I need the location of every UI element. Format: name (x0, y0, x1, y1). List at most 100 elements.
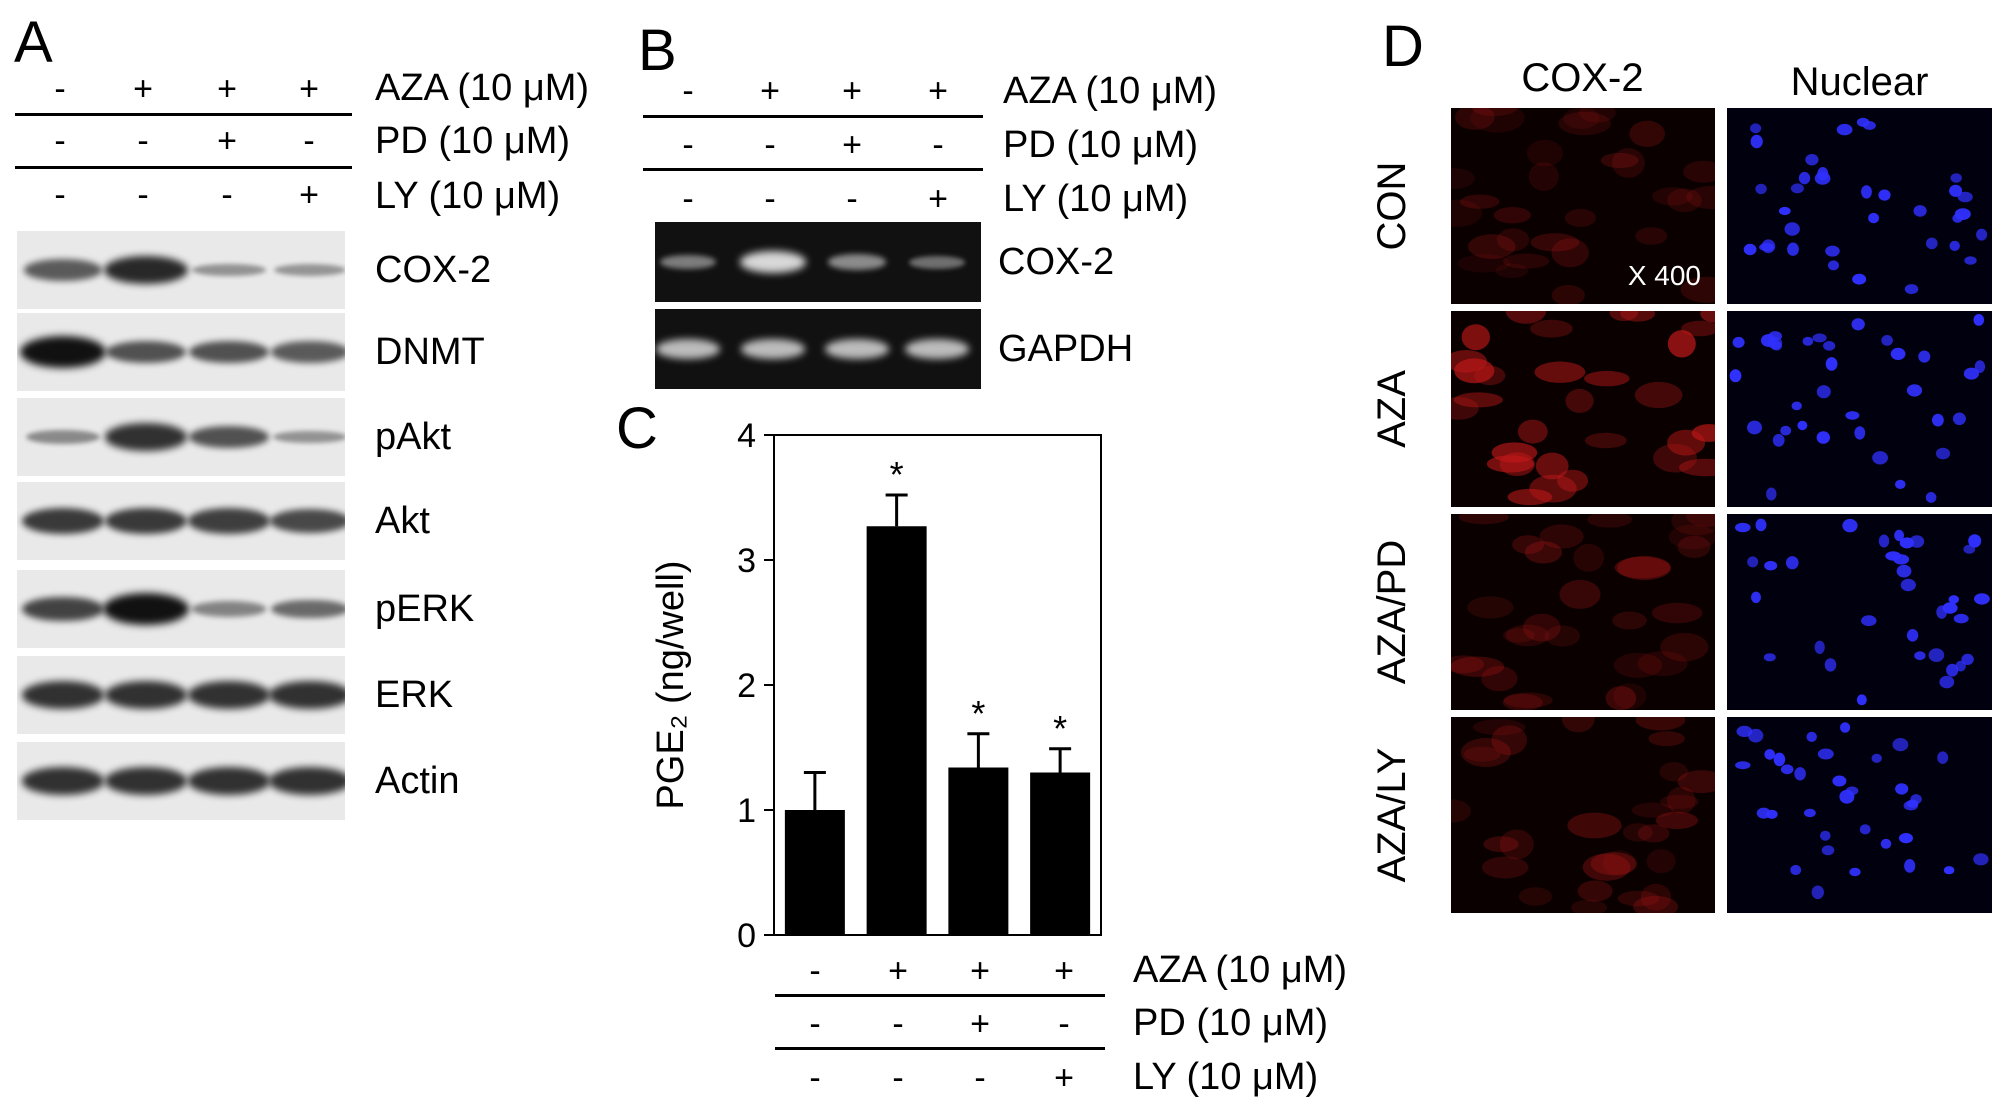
cox2-stained-cell (1602, 850, 1636, 876)
blot-label: Actin (375, 760, 460, 802)
cox2-stained-cell (1677, 770, 1715, 794)
cox2-stained-cell (1612, 611, 1647, 630)
nucleus (1814, 172, 1831, 185)
y-tick-label: 4 (737, 417, 756, 455)
nucleus (1964, 256, 1977, 265)
cox2-stained-cell (1620, 311, 1656, 322)
cox2-stained-cell (1463, 746, 1501, 762)
cox2-stained-cell (1652, 187, 1693, 206)
blot-band (268, 681, 345, 709)
nucleus (1890, 347, 1906, 360)
nucleus (1952, 213, 1963, 223)
blot-band (191, 601, 267, 617)
panel-c-aza-sign: + (1054, 952, 1074, 990)
nucleus (1845, 786, 1859, 796)
cox2-stained-cell (1613, 652, 1663, 678)
cox2-stained-cell (1635, 717, 1686, 731)
nucleus (1735, 522, 1751, 533)
nucleus (1952, 412, 1966, 426)
panel-a-aza-label: AZA (10 μM) (375, 67, 590, 109)
nucleus (1861, 185, 1872, 199)
panel-a-aza-sign: + (217, 70, 237, 108)
nucleus (1750, 123, 1762, 134)
cox2-stained-cell (1587, 514, 1633, 528)
blot-band (20, 336, 106, 368)
cox2-stained-cell (1451, 199, 1483, 227)
if-cox2-image: X 400 (1451, 108, 1715, 304)
significance-star: * (1053, 708, 1067, 749)
cox2-stained-cell (1502, 628, 1535, 643)
nucleus (1811, 885, 1824, 900)
blot-band (105, 508, 187, 534)
nucleus (1925, 492, 1937, 503)
nucleus (1932, 413, 1944, 427)
cox2-stained-cell (1470, 108, 1525, 133)
nucleus (1948, 595, 1959, 604)
nucleus (1787, 242, 1799, 256)
cox2-stained-cell (1561, 717, 1595, 733)
blot-band (104, 255, 188, 285)
nucleus (1935, 447, 1951, 460)
nucleus (1764, 749, 1775, 760)
gel-label: COX-2 (998, 241, 1115, 283)
blot-band (271, 599, 345, 619)
cox2-stained-cell (1503, 692, 1553, 708)
cox2-stained-cell (1660, 794, 1699, 809)
panel-b-aza-sign: - (682, 72, 694, 110)
if-cox2-signal (1451, 311, 1715, 506)
panel-b-ly-sign: + (928, 180, 948, 218)
nucleus (1791, 401, 1802, 411)
cox2-stained-cell (1651, 602, 1703, 624)
nucleus (1950, 173, 1962, 183)
nucleus (1817, 748, 1834, 760)
if-nuclear-signal (1735, 722, 1989, 900)
cox2-stained-cell (1451, 350, 1487, 373)
cox2-stained-cell (1534, 361, 1586, 383)
panel-c-ly-label: LY (10 μM) (1133, 1056, 1319, 1098)
nucleus (1946, 663, 1959, 677)
panel-b-letter: B (638, 18, 677, 83)
cox2-stained-cell (1499, 829, 1534, 860)
cox2-stained-cell (1517, 419, 1548, 444)
blot-band (270, 341, 345, 363)
nucleus (1755, 518, 1767, 532)
cox2-stained-cell (1660, 632, 1709, 662)
cox2-stained-cell (1557, 469, 1589, 492)
panel-b-ly-sign: - (764, 180, 776, 218)
nucleus (1928, 648, 1945, 662)
nucleus (1854, 426, 1866, 440)
cox2-stained-cell (1539, 524, 1584, 549)
cox2-stained-cell (1671, 514, 1715, 536)
nucleus (1761, 239, 1776, 254)
cox2-stained-cell (1584, 432, 1627, 449)
panel-c-aza-sign: - (809, 952, 821, 990)
gel-band (659, 254, 717, 270)
cox2-stained-cell (1686, 185, 1715, 210)
nucleus (1918, 350, 1931, 363)
blot-band (104, 681, 188, 709)
nucleus (1797, 420, 1808, 431)
blot-band (192, 263, 266, 277)
blot-band (21, 681, 105, 709)
gel-band (905, 339, 969, 359)
cox2-stained-cell (1564, 208, 1597, 227)
gel-band (741, 339, 805, 359)
nucleus (1859, 824, 1871, 835)
panel-b-aza-sign: + (928, 72, 948, 110)
if-cox2-image (1451, 311, 1715, 507)
nucleus (1794, 767, 1806, 781)
nucleus (1973, 314, 1985, 326)
cox2-stained-cell (1558, 111, 1611, 136)
nucleus (1804, 808, 1816, 818)
cox2-stained-cell (1505, 311, 1547, 324)
if-nuclear-signal (1729, 314, 1986, 503)
cox2-stained-cell (1578, 108, 1616, 123)
cox2-stained-cell (1451, 168, 1475, 189)
cox2-stained-cell (1577, 880, 1613, 902)
if-nuclear-signal (1735, 518, 1990, 706)
blot-band (189, 425, 269, 449)
cox2-stained-cell (1528, 162, 1559, 191)
cox2-stained-cell (1635, 227, 1668, 245)
panel-b-ly-sign: - (682, 180, 694, 218)
nucleus (1939, 675, 1955, 689)
